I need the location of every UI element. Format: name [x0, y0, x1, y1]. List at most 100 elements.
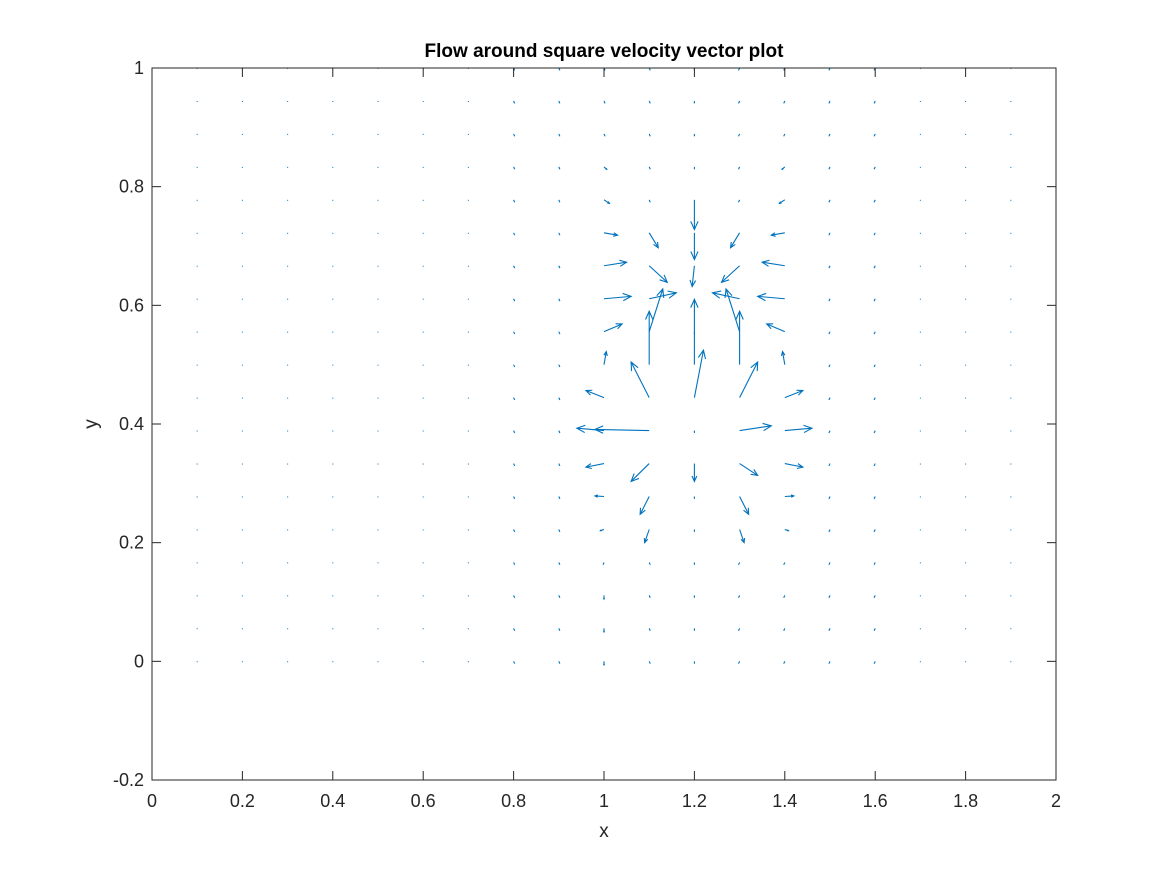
velocity-arrow — [648, 562, 651, 566]
velocity-arrow — [765, 323, 786, 333]
x-tick-label: 0.4 — [320, 791, 345, 811]
velocity-arrow — [575, 424, 605, 434]
velocity-arrow — [693, 348, 707, 398]
velocity-arrow — [828, 100, 831, 104]
velocity-arrow — [645, 309, 654, 365]
x-tick-label: 1.6 — [863, 791, 888, 811]
velocity-arrow — [739, 360, 759, 398]
x-tick-label: 1 — [599, 791, 609, 811]
velocity-arrow — [784, 528, 790, 532]
velocity-arrow — [593, 425, 650, 434]
velocity-arrow — [738, 199, 741, 203]
velocity-arrow — [873, 100, 876, 104]
velocity-arrow — [769, 232, 785, 237]
velocity-arrow — [873, 496, 876, 500]
x-tick-label: 1.4 — [772, 791, 797, 811]
velocity-arrow — [558, 529, 561, 533]
velocity-arrow — [558, 661, 561, 664]
velocity-arrow — [739, 529, 746, 544]
velocity-arrow — [738, 661, 741, 664]
x-tick-label: 0 — [147, 791, 157, 811]
velocity-arrow — [603, 628, 605, 634]
velocity-arrow — [873, 430, 876, 434]
velocity-arrow — [513, 529, 516, 533]
velocity-arrow — [738, 595, 741, 599]
velocity-arrow — [513, 166, 516, 170]
velocity-arrow — [513, 397, 516, 401]
velocity-arrow — [778, 199, 786, 205]
velocity-arrow — [513, 463, 516, 467]
velocity-arrow — [558, 562, 561, 566]
velocity-arrow — [513, 133, 516, 137]
velocity-arrow — [873, 199, 876, 203]
velocity-arrow — [603, 595, 605, 601]
velocity-arrow — [630, 360, 650, 398]
velocity-arrow — [873, 661, 876, 664]
velocity-arrow — [828, 397, 831, 401]
chart-title: Flow around square velocity vector plot — [425, 41, 785, 62]
velocity-arrow — [558, 100, 561, 104]
velocity-arrow — [558, 298, 561, 302]
velocity-arrow — [691, 463, 698, 483]
velocity-arrow — [602, 562, 605, 565]
velocity-arrow — [828, 595, 831, 599]
velocity-arrow — [648, 628, 651, 631]
velocity-arrow — [828, 529, 831, 533]
velocity-arrow — [781, 166, 786, 171]
velocity-arrow — [603, 133, 606, 137]
y-tick-label: 1 — [134, 58, 144, 78]
velocity-arrow — [738, 133, 741, 137]
velocity-arrow — [648, 100, 651, 104]
velocity-arrow — [603, 323, 624, 333]
velocity-arrow — [513, 298, 516, 302]
velocity-arrow — [648, 166, 651, 170]
velocity-arrow — [711, 290, 740, 300]
velocity-arrow — [513, 100, 516, 104]
velocity-arrow — [873, 232, 876, 236]
velocity-arrow — [558, 133, 561, 137]
velocity-arrow — [783, 628, 786, 631]
velocity-arrow — [828, 133, 831, 137]
velocity-arrow — [689, 265, 697, 288]
y-tick-label: 0.4 — [119, 414, 144, 434]
velocity-arrow — [783, 562, 786, 566]
velocity-arrow — [558, 595, 561, 599]
velocity-arrow — [873, 463, 876, 467]
x-tick-label: 0.8 — [501, 791, 526, 811]
velocity-arrow — [828, 265, 831, 269]
velocity-arrow — [558, 331, 561, 335]
velocity-arrow — [603, 232, 619, 237]
velocity-arrow — [828, 331, 831, 335]
velocity-arrow — [756, 292, 785, 302]
velocity-arrow — [648, 265, 669, 284]
velocity-arrow — [558, 496, 561, 500]
velocity-arrow — [648, 199, 651, 203]
velocity-arrow — [584, 389, 605, 399]
velocity-arrow — [739, 463, 759, 477]
velocity-arrow — [558, 463, 561, 467]
velocity-arrow — [873, 562, 876, 566]
velocity-arrow — [738, 628, 741, 631]
velocity-arrow — [558, 364, 561, 368]
velocity-arrow — [513, 199, 516, 203]
velocity-arrow — [828, 628, 831, 631]
velocity-arrow — [873, 265, 876, 269]
velocity-arrow — [639, 496, 650, 516]
axis-ticks: 0 0.2 0.4 0.6 0.8 1 1.2 1.4 1.6 1.8 2-0.200.20.40.… — [113, 58, 1061, 811]
velocity-arrow — [828, 562, 831, 566]
velocity-arrow — [648, 232, 659, 249]
velocity-arrow — [873, 628, 876, 631]
velocity-arrow — [783, 133, 786, 137]
velocity-arrow — [513, 496, 516, 500]
velocity-arrow — [784, 424, 814, 434]
velocity-arrow — [828, 364, 831, 368]
vector-field — [196, 68, 1012, 667]
velocity-arrow — [873, 133, 876, 137]
velocity-arrow — [738, 100, 741, 104]
velocity-arrow — [513, 265, 516, 269]
velocity-arrow — [648, 595, 651, 599]
velocity-arrow — [513, 364, 516, 368]
velocity-arrow — [513, 331, 516, 335]
velocity-arrow — [513, 661, 516, 664]
